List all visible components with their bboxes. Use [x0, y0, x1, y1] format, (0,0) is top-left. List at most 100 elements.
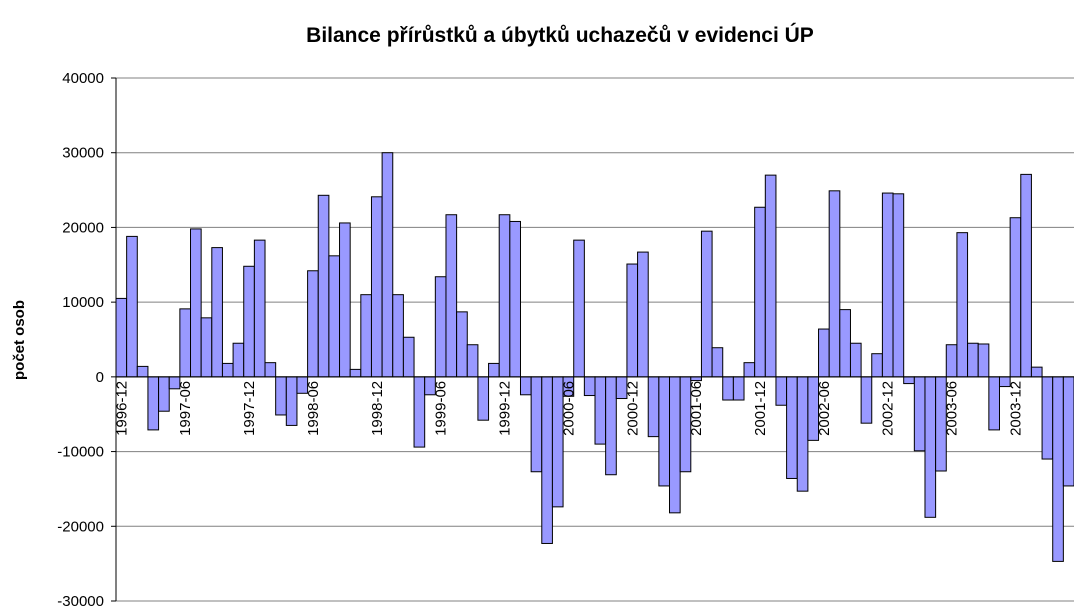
bar	[658, 376, 671, 487]
bar	[509, 220, 521, 378]
x-tick-label: 2003-06	[944, 381, 961, 436]
bar	[317, 194, 330, 378]
bar	[477, 376, 490, 421]
bar	[370, 196, 383, 378]
bar	[1052, 376, 1064, 562]
bar	[498, 214, 511, 378]
bar	[732, 376, 745, 401]
bar	[413, 376, 426, 448]
bar	[988, 376, 1000, 431]
bar	[158, 376, 170, 412]
bar	[669, 376, 681, 514]
bar	[190, 228, 202, 378]
bar	[392, 294, 404, 378]
bar	[1030, 366, 1043, 378]
bar	[307, 270, 319, 378]
x-tick-label: 2000-12	[624, 381, 641, 436]
bar	[221, 362, 234, 378]
bar	[349, 368, 362, 378]
bar	[977, 343, 990, 378]
bar	[722, 376, 734, 401]
bar	[839, 309, 851, 378]
bar	[1041, 376, 1054, 460]
bar	[796, 376, 809, 492]
bar	[541, 376, 553, 544]
y-tick-label: -10000	[57, 444, 104, 461]
y-tick-label: 40000	[62, 70, 104, 87]
y-tick-label: 10000	[62, 294, 104, 311]
y-axis-label: počet osob	[11, 300, 28, 380]
bar	[360, 294, 372, 378]
bar	[1009, 217, 1022, 378]
bar	[903, 376, 915, 385]
y-tick-label: 30000	[62, 145, 104, 162]
bar	[136, 365, 149, 378]
x-tick-label: 1999-06	[433, 381, 450, 436]
bar	[243, 265, 255, 378]
bar	[945, 344, 958, 378]
bar	[147, 376, 160, 431]
x-tick-label: 1999-12	[497, 381, 514, 436]
x-tick-label: 1998-06	[305, 381, 322, 436]
bar	[285, 376, 298, 426]
x-tick-label: 1997-12	[241, 381, 258, 436]
x-tick-label: 2002-12	[880, 381, 897, 436]
bar	[849, 342, 862, 378]
bar	[402, 336, 415, 378]
bar	[913, 376, 926, 452]
bar	[775, 376, 788, 406]
bar	[786, 376, 798, 479]
chart-title: Bilance přírůstků a úbytků uchazečů v ev…	[306, 23, 814, 47]
bar	[881, 192, 894, 378]
bar	[115, 297, 128, 378]
bar	[743, 362, 756, 378]
bar	[754, 206, 766, 378]
bar	[328, 255, 341, 378]
y-tick-label: 20000	[62, 219, 104, 236]
x-tick-label: 2001-06	[688, 381, 705, 436]
x-tick-label: 1996-12	[113, 381, 130, 436]
bar	[647, 376, 660, 438]
x-tick-label: 2001-12	[752, 381, 769, 436]
y-tick-label: -30000	[57, 593, 104, 607]
bar	[871, 353, 883, 378]
bar	[573, 239, 585, 378]
bar	[626, 263, 639, 378]
bar	[1020, 173, 1032, 378]
x-tick-label: 2002-06	[816, 381, 833, 436]
bar	[530, 376, 543, 473]
bar	[488, 362, 500, 378]
bar	[381, 152, 394, 378]
bar	[711, 347, 724, 378]
bar	[200, 317, 213, 378]
bar	[456, 311, 468, 378]
bar	[690, 376, 702, 382]
bar	[445, 214, 458, 378]
y-tick-label: -20000	[57, 518, 104, 535]
x-tick-label: 2003-12	[1007, 381, 1024, 436]
bar	[828, 190, 841, 378]
bar	[967, 342, 979, 378]
bar	[1062, 376, 1074, 487]
bar	[466, 344, 479, 378]
bar	[211, 247, 223, 378]
bar	[818, 328, 830, 378]
bar	[583, 376, 596, 397]
bar	[860, 376, 873, 424]
bar	[892, 193, 905, 378]
bar	[339, 222, 351, 378]
bar	[605, 376, 617, 476]
bar	[126, 235, 138, 378]
x-tick-label: 2000-06	[560, 381, 577, 436]
bar	[179, 308, 192, 378]
bar	[924, 376, 937, 518]
y-tick-label: 0	[96, 369, 104, 386]
bar	[594, 376, 607, 445]
bar	[519, 376, 532, 396]
bar	[700, 230, 713, 378]
bar	[637, 251, 649, 378]
x-tick-label: 1998-12	[369, 381, 386, 436]
bar	[764, 174, 777, 378]
bar	[956, 232, 969, 378]
